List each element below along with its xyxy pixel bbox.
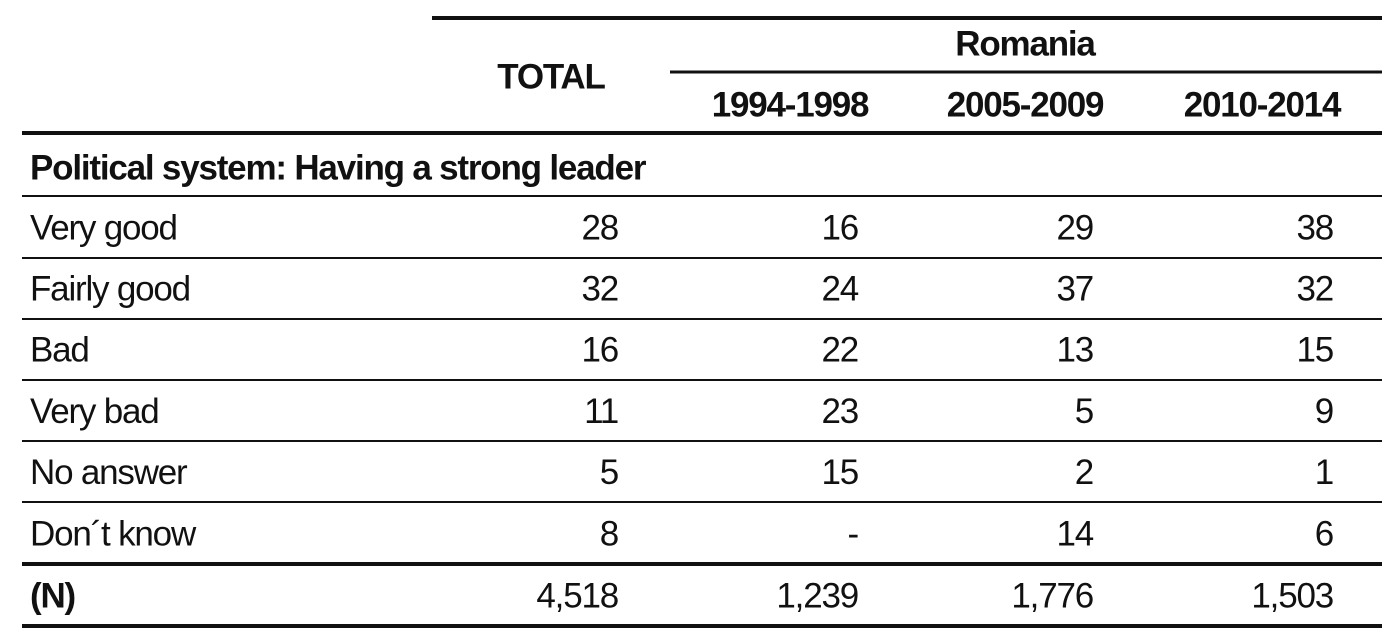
row-value: 32 — [581, 269, 618, 308]
row-value: 16 — [821, 208, 858, 247]
row-value: 2 — [1075, 453, 1093, 492]
row-value: 24 — [821, 269, 858, 308]
row-value: 28 — [581, 208, 618, 247]
total-header: TOTAL — [497, 57, 605, 96]
row-value: 23 — [821, 392, 858, 431]
row-value: 22 — [821, 331, 858, 370]
row-value: 32 — [1296, 269, 1333, 308]
row-value: 11 — [584, 392, 618, 431]
row-value: 13 — [1056, 331, 1093, 370]
row-value: 37 — [1056, 269, 1093, 308]
footer-label: (N) — [30, 576, 75, 615]
row-label: Fairly good — [30, 269, 190, 308]
row-value: 6 — [1315, 514, 1333, 553]
row-label: Don´t know — [30, 514, 197, 553]
footer-value: 1,503 — [1251, 576, 1333, 615]
row-value: 8 — [600, 514, 618, 553]
period-header: 1994-1998 — [712, 85, 869, 124]
row-label: Very good — [30, 208, 177, 247]
footer-value: 1,239 — [776, 576, 858, 615]
row-value: 9 — [1315, 392, 1333, 431]
row-label: Bad — [30, 331, 89, 370]
row-value: - — [848, 514, 859, 553]
row-value: 14 — [1056, 514, 1093, 553]
row-value: 15 — [821, 453, 858, 492]
period-header: 2005-2009 — [947, 85, 1104, 124]
footer-value: 1,776 — [1011, 576, 1093, 615]
row-label: No answer — [30, 453, 188, 492]
group-header: Romania — [955, 24, 1096, 63]
row-label: Very bad — [30, 392, 159, 431]
row-value: 5 — [1075, 392, 1093, 431]
row-value: 15 — [1296, 331, 1333, 370]
section-title: Political system: Having a strong leader — [30, 148, 647, 187]
row-value: 16 — [581, 331, 618, 370]
row-value: 1 — [1315, 453, 1333, 492]
row-value: 38 — [1296, 208, 1333, 247]
footer-value: 4,518 — [536, 576, 618, 615]
row-value: 5 — [600, 453, 618, 492]
row-value: 29 — [1056, 208, 1093, 247]
period-header: 2010-2014 — [1184, 85, 1342, 124]
